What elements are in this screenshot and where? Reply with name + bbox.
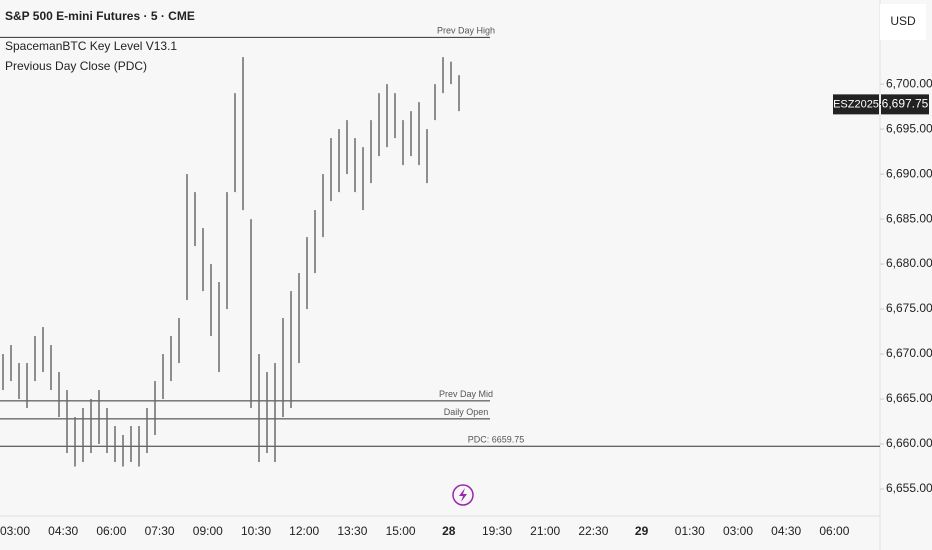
level-label: Prev Day Mid xyxy=(439,389,493,399)
y-tick-label: 6,660.00 xyxy=(886,436,932,450)
y-tick-label: 6,690.00 xyxy=(886,166,932,180)
x-tick-label: 04:30 xyxy=(48,524,78,538)
x-tick-label: 15:00 xyxy=(386,524,416,538)
level-label: Prev Day High xyxy=(437,26,495,36)
symbol-tag xyxy=(833,94,879,115)
x-tick-label: 19:30 xyxy=(482,524,512,538)
indicator-label: Previous Day Close (PDC) xyxy=(5,59,147,73)
x-tick-label: 04:30 xyxy=(771,524,801,538)
symbol-label: ESZ2025 xyxy=(833,98,879,110)
level-label: PDC: 6659.75 xyxy=(468,435,525,445)
indicator-label: SpacemanBTC Key Level V13.1 xyxy=(5,39,177,53)
x-tick-label: 10:30 xyxy=(241,524,271,538)
y-tick-label: 6,655.00 xyxy=(886,481,932,495)
y-tick-label: 6,685.00 xyxy=(886,211,932,225)
x-tick-label: 03:00 xyxy=(723,524,753,538)
x-tick-label: 28 xyxy=(442,524,456,538)
x-tick-label: 21:00 xyxy=(530,524,560,538)
x-tick-label: 29 xyxy=(635,524,649,538)
y-tick-label: 6,665.00 xyxy=(886,391,932,405)
x-tick-label: 06:00 xyxy=(96,524,126,538)
y-tick-label: 6,680.00 xyxy=(886,256,932,270)
x-tick-label: 03:00 xyxy=(0,524,30,538)
y-tick-label: 6,670.00 xyxy=(886,346,932,360)
y-tick-label: 6,700.00 xyxy=(886,76,932,90)
price-tag xyxy=(881,94,929,115)
x-tick-label: 09:00 xyxy=(193,524,223,538)
x-tick-label: 22:30 xyxy=(578,524,608,538)
x-tick-label: 06:00 xyxy=(819,524,849,538)
price-label: 6,697.75 xyxy=(882,97,929,111)
level-label: Daily Open xyxy=(444,407,489,417)
chart-title: S&P 500 E-mini Futures · 5 · CME xyxy=(5,9,195,23)
x-tick-label: 01:30 xyxy=(675,524,705,538)
y-tick-label: 6,675.00 xyxy=(886,301,932,315)
x-tick-label: 12:00 xyxy=(289,524,319,538)
currency-box[interactable] xyxy=(880,4,926,40)
currency-label[interactable]: USD xyxy=(890,14,916,28)
lightning-icon[interactable] xyxy=(452,484,474,506)
x-tick-label: 13:30 xyxy=(337,524,367,538)
y-tick-label: 6,695.00 xyxy=(886,121,932,135)
x-tick-label: 07:30 xyxy=(145,524,175,538)
